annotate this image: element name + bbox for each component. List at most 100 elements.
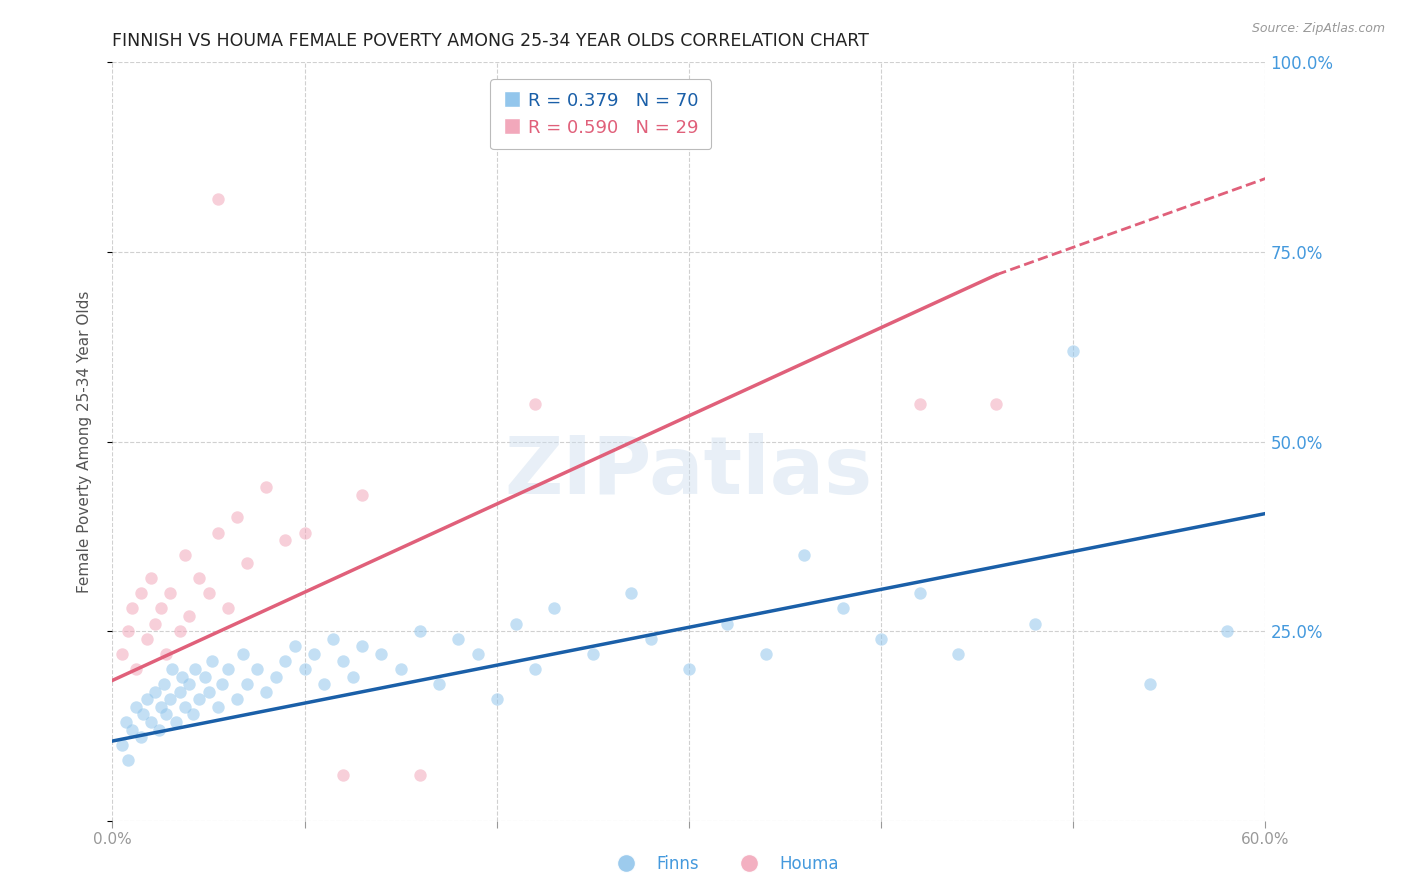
Point	[1024, 616, 1046, 631]
Point	[986, 396, 1008, 410]
Point	[505, 616, 527, 631]
Point	[121, 723, 143, 737]
Point	[312, 677, 335, 691]
Point	[831, 601, 853, 615]
Point	[294, 662, 316, 676]
Point	[352, 639, 374, 653]
Point	[332, 768, 354, 782]
Point	[1062, 343, 1084, 358]
Point	[264, 669, 287, 683]
Point	[149, 699, 172, 714]
Point	[169, 624, 191, 639]
Point	[143, 685, 166, 699]
Point	[389, 662, 412, 676]
Point	[159, 586, 181, 600]
Legend: R = 0.379   N = 70, R = 0.590   N = 29: R = 0.379 N = 70, R = 0.590 N = 29	[491, 79, 711, 149]
Point	[284, 639, 307, 653]
Point	[201, 655, 224, 669]
Point	[170, 669, 193, 683]
Point	[160, 662, 183, 676]
Point	[226, 692, 249, 706]
Text: Source: ZipAtlas.com: Source: ZipAtlas.com	[1251, 22, 1385, 36]
Point	[179, 608, 201, 623]
Point	[409, 624, 432, 639]
Point	[188, 692, 211, 706]
Point	[640, 632, 662, 646]
Point	[409, 768, 432, 782]
Point	[236, 556, 259, 570]
Point	[582, 647, 605, 661]
Point	[129, 730, 153, 744]
Point	[207, 699, 229, 714]
Point	[159, 692, 181, 706]
Point	[678, 662, 700, 676]
Point	[148, 723, 170, 737]
Point	[121, 601, 143, 615]
Point	[197, 586, 219, 600]
Point	[543, 601, 565, 615]
Point	[184, 662, 207, 676]
Point	[620, 586, 643, 600]
Point	[236, 677, 259, 691]
Point	[254, 480, 277, 494]
Point	[524, 396, 547, 410]
Point	[165, 715, 187, 730]
Point	[274, 533, 297, 548]
Point	[174, 699, 197, 714]
Point	[188, 571, 211, 585]
Point	[124, 699, 146, 714]
Point	[322, 632, 344, 646]
Point	[153, 677, 176, 691]
Point	[197, 685, 219, 699]
Y-axis label: Female Poverty Among 25-34 Year Olds: Female Poverty Among 25-34 Year Olds	[77, 291, 91, 592]
Point	[117, 753, 139, 767]
Point	[793, 548, 815, 563]
Text: FINNISH VS HOUMA FEMALE POVERTY AMONG 25-34 YEAR OLDS CORRELATION CHART: FINNISH VS HOUMA FEMALE POVERTY AMONG 25…	[112, 32, 869, 50]
Point	[149, 601, 172, 615]
Point	[1216, 624, 1239, 639]
Point	[181, 707, 204, 722]
Point	[111, 647, 134, 661]
Point	[294, 525, 316, 540]
Point	[124, 662, 146, 676]
Point	[115, 715, 138, 730]
Point	[274, 655, 297, 669]
Point	[254, 685, 277, 699]
Point	[1139, 677, 1161, 691]
Point	[194, 669, 217, 683]
Point	[427, 677, 450, 691]
Point	[946, 647, 969, 661]
Point	[111, 738, 134, 752]
Point	[132, 707, 155, 722]
Point	[217, 601, 239, 615]
Point	[908, 586, 931, 600]
Point	[226, 510, 249, 524]
Legend: Finns, Houma: Finns, Houma	[603, 848, 845, 880]
Point	[342, 669, 364, 683]
Point	[524, 662, 547, 676]
Point	[716, 616, 738, 631]
Point	[169, 685, 191, 699]
Point	[232, 647, 254, 661]
Point	[485, 692, 508, 706]
Point	[129, 586, 153, 600]
Point	[174, 548, 197, 563]
Point	[870, 632, 893, 646]
Text: ZIPatlas: ZIPatlas	[505, 433, 873, 511]
Point	[246, 662, 269, 676]
Point	[332, 655, 354, 669]
Point	[370, 647, 392, 661]
Point	[352, 487, 374, 501]
Point	[117, 624, 139, 639]
Point	[139, 715, 162, 730]
Point	[908, 396, 931, 410]
Point	[139, 571, 162, 585]
Point	[136, 632, 159, 646]
Point	[155, 647, 177, 661]
Point	[207, 525, 229, 540]
Point	[467, 647, 489, 661]
Point	[143, 616, 166, 631]
Point	[179, 677, 201, 691]
Point	[304, 647, 326, 661]
Point	[136, 692, 159, 706]
